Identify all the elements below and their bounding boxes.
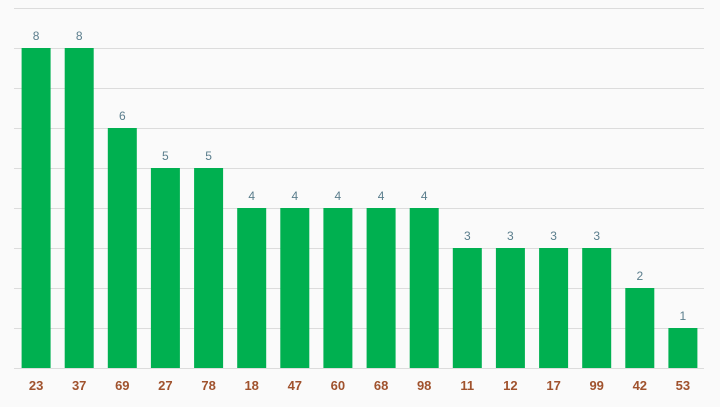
- bar-12: [495, 248, 525, 368]
- bar-60: [323, 208, 353, 368]
- x-tick-labels: 23 37 69 27 78 18 47 60 68 98 11 12 17 99 42 53: [29, 378, 690, 393]
- bar-17: [539, 248, 569, 368]
- x-tick-label-42: 42: [633, 378, 647, 393]
- bar-99: [582, 248, 612, 368]
- bar-37: [64, 48, 94, 368]
- x-tick-label-98: 98: [417, 378, 431, 393]
- x-tick-label-12: 12: [503, 378, 517, 393]
- value-label-68: 4: [378, 189, 385, 203]
- bar-69: [107, 128, 137, 368]
- value-label-23: 8: [33, 29, 40, 43]
- x-tick-label-37: 37: [72, 378, 86, 393]
- x-tick-label-47: 47: [288, 378, 302, 393]
- x-tick-label-99: 99: [589, 378, 603, 393]
- x-tick-label-27: 27: [158, 378, 172, 393]
- bar-68: [366, 208, 396, 368]
- value-label-27: 5: [162, 149, 169, 163]
- x-tick-label-18: 18: [244, 378, 258, 393]
- bar-53: [668, 328, 698, 368]
- value-label-99: 3: [593, 229, 600, 243]
- x-tick-label-78: 78: [201, 378, 215, 393]
- value-label-42: 2: [636, 269, 643, 283]
- x-tick-label-68: 68: [374, 378, 388, 393]
- x-tick-label-69: 69: [115, 378, 129, 393]
- bar-23: [21, 48, 51, 368]
- value-label-47: 4: [291, 189, 298, 203]
- value-label-12: 3: [507, 229, 514, 243]
- bar-47: [280, 208, 310, 368]
- bar-11: [452, 248, 482, 368]
- bar-27: [150, 168, 180, 368]
- bars: [21, 48, 698, 368]
- bar-98: [409, 208, 439, 368]
- bar-18: [237, 208, 267, 368]
- bar-78: [194, 168, 224, 368]
- value-label-69: 6: [119, 109, 126, 123]
- x-tick-label-53: 53: [676, 378, 690, 393]
- x-tick-label-60: 60: [331, 378, 345, 393]
- value-label-17: 3: [550, 229, 557, 243]
- value-label-53: 1: [680, 309, 687, 323]
- value-label-98: 4: [421, 189, 428, 203]
- value-label-78: 5: [205, 149, 212, 163]
- x-tick-label-11: 11: [460, 378, 474, 393]
- x-tick-label-17: 17: [546, 378, 560, 393]
- bar-42: [625, 288, 655, 368]
- x-tick-label-23: 23: [29, 378, 43, 393]
- value-label-11: 3: [464, 229, 471, 243]
- value-labels: 8 8 6 5 5 4 4 4 4 4 3 3 3 3 2 1: [33, 29, 687, 323]
- value-label-18: 4: [248, 189, 255, 203]
- value-label-60: 4: [335, 189, 342, 203]
- value-label-37: 8: [76, 29, 83, 43]
